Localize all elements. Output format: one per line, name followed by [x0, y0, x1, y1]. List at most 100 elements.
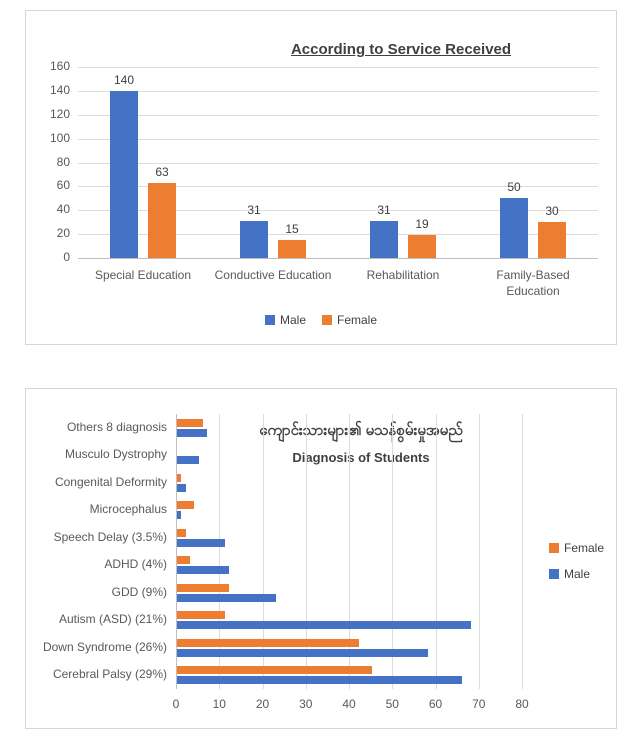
gridline	[78, 114, 598, 116]
y-axis-category-label: Others 8 diagnosis	[66, 419, 167, 434]
y-axis-category-label: Autism (ASD) (21%)	[58, 612, 167, 627]
legend-label-female: Female	[563, 541, 604, 555]
x-axis-category-label: Conductive Education	[214, 268, 332, 282]
y-axis-category-label: ADHD (4%)	[104, 557, 167, 572]
bar-female	[177, 473, 182, 482]
y-axis-category-label: Microcephalus	[89, 502, 167, 517]
gridline	[392, 414, 394, 689]
bar-female	[177, 583, 229, 592]
x-axis-category-label: Special Education	[94, 268, 192, 282]
y-axis-tick-label: 80	[56, 154, 70, 169]
x-axis-tick-label: 10	[212, 697, 226, 711]
y-axis-category-label: Congenital Deformity	[54, 474, 167, 489]
x-axis-category-label: Rehabilitation	[366, 268, 440, 282]
x-axis-tick-label: 70	[472, 697, 486, 711]
bar-female	[177, 556, 190, 565]
service-chart-panel: According to Service Received 0 20 40 60 80 1…	[25, 10, 617, 345]
legend-label-male: Male	[563, 567, 590, 581]
data-label: 31	[247, 202, 261, 217]
gridline	[78, 258, 598, 259]
y-axis-category-label: GDD (9%)	[111, 584, 167, 599]
bar-male	[177, 428, 208, 437]
diagnosis-chart-plot-area: 0 10 20 30 40 50 60 70 80 Others 8 diagnosis Muscu…	[26, 389, 616, 728]
chart-legend: Female Male	[548, 541, 604, 581]
bar-female	[278, 240, 306, 258]
female-swatch	[548, 543, 559, 553]
legend-item-female: Female	[548, 541, 604, 555]
y-axis-tick-label: 140	[49, 82, 70, 97]
gridline	[349, 414, 350, 689]
x-axis-category-label: Family-Based Education	[496, 268, 570, 298]
x-axis-tick-label: 0	[172, 697, 180, 711]
bar-female	[177, 638, 359, 647]
y-axis-tick-label: 100	[49, 130, 70, 145]
x-axis-tick-label: 30	[299, 697, 313, 711]
chart-title-burmese: ကျောင်းသားများ၏ မသန်စွမ်းမှုအမည်	[259, 422, 463, 439]
legend-item-female: Female	[322, 313, 377, 327]
y-axis-tick-label: 160	[49, 59, 70, 73]
data-label: 15	[285, 222, 299, 237]
legend-item-male: Male	[264, 313, 306, 327]
x-axis-tick-label: 40	[342, 697, 356, 711]
legend-item-male: Male	[548, 567, 604, 581]
y-axis-tick-label: 120	[49, 106, 70, 121]
x-axis-tick-label: 80	[515, 697, 529, 711]
bar-male	[370, 220, 398, 258]
bar-female	[177, 418, 203, 427]
gridline	[522, 414, 523, 689]
male-swatch	[264, 315, 275, 325]
bar-male	[177, 538, 225, 547]
y-axis-tick-label: 20	[56, 226, 70, 241]
y-axis-tick-label: 60	[56, 178, 70, 193]
data-label: 140	[113, 72, 135, 87]
gridline	[478, 414, 480, 689]
data-label: 50	[507, 180, 521, 195]
bar-male	[110, 90, 138, 258]
bar-female	[177, 611, 225, 620]
gridline	[78, 67, 598, 68]
x-axis-tick-label: 60	[428, 697, 443, 711]
bar-male	[177, 621, 472, 630]
chart-title: ကျောင်းသားများ၏ မသန်စွမ်းမှုအမည် Diagnos…	[196, 421, 526, 465]
gridline	[78, 186, 598, 188]
y-axis-category-label: Speech Delay (3.5%)	[53, 529, 167, 544]
y-axis-category-label: Cerebral Palsy (29%)	[52, 667, 167, 682]
gridline	[305, 414, 307, 689]
gridline	[78, 210, 598, 212]
bar-male	[500, 198, 528, 258]
gridline	[435, 414, 437, 689]
bar-male	[177, 483, 186, 492]
gridline	[219, 414, 221, 689]
bar-male	[177, 511, 182, 520]
bar-male	[240, 220, 268, 258]
data-label: 30	[545, 204, 559, 219]
bar-female	[538, 222, 566, 258]
service-chart-plot-area: 0 20 40 60 80 100 120 140 160 Special Education 14…	[26, 11, 616, 344]
legend-label-female: Female	[337, 313, 378, 327]
x-axis-tick-label: 20	[255, 697, 270, 711]
gridline	[78, 90, 598, 92]
gridline	[78, 162, 598, 164]
data-label: 31	[377, 202, 391, 217]
bar-male	[177, 566, 229, 575]
data-label: 19	[415, 217, 429, 232]
bar-female	[148, 182, 176, 258]
gridline	[78, 138, 598, 140]
y-axis-category-label: Musculo Dystrophy	[64, 447, 167, 462]
bar-male	[177, 676, 463, 685]
bar-female	[408, 235, 436, 258]
bar-female	[177, 528, 186, 537]
y-axis-tick-label: 0	[63, 250, 70, 264]
x-axis-tick-label: 50	[385, 697, 399, 711]
legend-label-male: Male	[279, 313, 306, 327]
male-swatch	[548, 569, 559, 579]
gridline	[176, 414, 177, 689]
y-axis-category-label: Down Syndrome (26%)	[42, 639, 167, 654]
gridline	[262, 414, 264, 689]
bar-male	[177, 456, 199, 465]
bar-female	[177, 501, 195, 510]
diagnosis-chart-panel: ကျောင်းသားများ၏ မသန်စွမ်းမှုအမည် Diagnos…	[25, 388, 617, 729]
chart-legend: Male Female	[26, 313, 616, 327]
female-swatch	[322, 315, 332, 325]
